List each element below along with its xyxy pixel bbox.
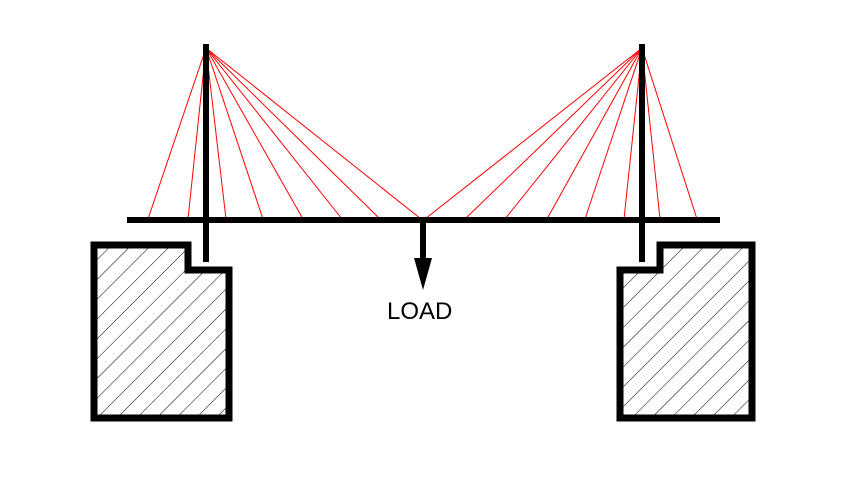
load-arrow-head-icon bbox=[414, 258, 432, 290]
right-cable-2 bbox=[464, 47, 643, 220]
right-cable-8 bbox=[641, 47, 698, 220]
left-cable-7 bbox=[205, 47, 381, 220]
right-abutment bbox=[616, 241, 756, 422]
load-arrow bbox=[414, 222, 432, 290]
left-cable-8 bbox=[205, 47, 422, 220]
left-tower-cables bbox=[147, 47, 422, 220]
right-tower-cables bbox=[424, 47, 698, 220]
left-abutment bbox=[90, 241, 233, 422]
load-label: LOAD bbox=[387, 298, 452, 325]
right-cable-5 bbox=[584, 47, 643, 220]
left-cable-5 bbox=[205, 47, 304, 220]
left-cable-4 bbox=[205, 47, 264, 220]
right-cable-1 bbox=[424, 47, 643, 220]
left-cable-3 bbox=[205, 47, 227, 220]
right-cable-3 bbox=[504, 47, 643, 220]
left-cable-6 bbox=[205, 47, 343, 220]
left-cable-1 bbox=[147, 47, 207, 220]
right-cable-4 bbox=[546, 47, 643, 220]
